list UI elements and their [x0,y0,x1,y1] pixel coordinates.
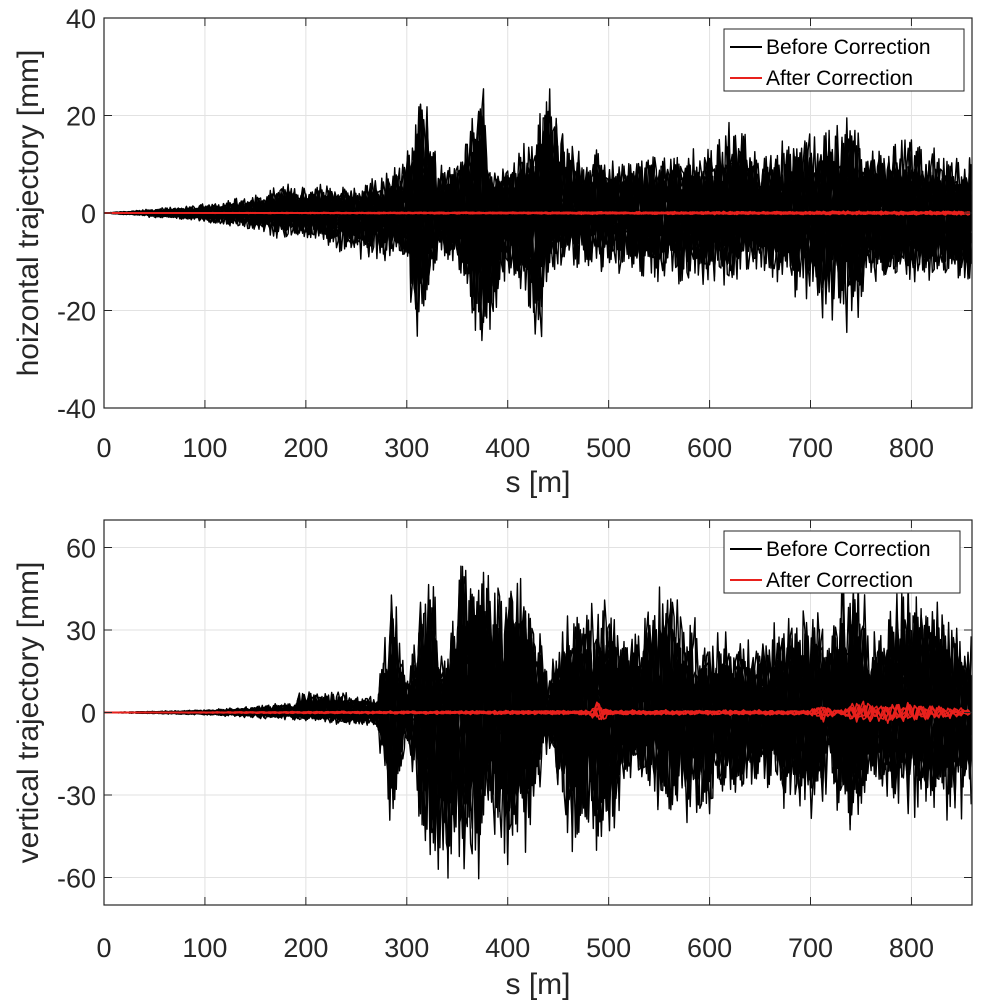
x-tick-label: 500 [586,933,631,963]
x-tick-label: 600 [687,433,732,463]
x-tick-label: 800 [889,433,934,463]
before-correction-trace [104,119,972,307]
legend-before-label: Before Correction [766,36,931,59]
y-tick-label: -30 [57,781,96,811]
legend-after-label: After Correction [766,67,913,90]
y-tick-label: 0 [81,699,96,729]
traces [104,88,972,342]
y-tick-label: -60 [57,864,96,894]
x-tick-label: 100 [182,433,227,463]
x-tick-label: 700 [788,933,833,963]
x-axis-label: s [m] [506,968,571,1001]
y-tick-label: -40 [57,394,96,424]
x-tick-label: 0 [96,433,111,463]
x-tick-label: 300 [384,933,429,963]
x-tick-label: 400 [485,433,530,463]
legend-box [723,28,965,92]
y-tick-label: 40 [66,4,96,34]
y-tick-label: 60 [66,534,96,564]
y-axis-label: hoizontal trajectory [mm] [12,50,45,377]
after-correction-trace [104,210,971,216]
traces [104,565,972,880]
legend-after-label: After Correction [766,569,913,592]
x-tick-label: 700 [788,433,833,463]
legend-before-label: Before Correction [766,538,931,561]
before-correction-trace [104,586,972,866]
legend: Before Correction After Correction [723,530,961,594]
legend-box [723,530,961,594]
y-tick-label: 0 [81,199,96,229]
x-tick-label: 0 [96,933,111,963]
x-tick-label: 100 [182,933,227,963]
y-axis-label: vertical trajectory [mm] [12,562,45,864]
legend: Before Correction After Correction [723,28,965,92]
x-tick-label: 400 [485,933,530,963]
after-correction-trace [104,704,971,723]
x-tick-label: 500 [586,433,631,463]
x-tick-label: 200 [283,433,328,463]
x-tick-label: 200 [283,933,328,963]
before-correction-trace [104,103,972,308]
y-tick-label: 30 [66,616,96,646]
x-tick-label: 800 [889,933,934,963]
x-axis-label: s [m] [506,466,571,499]
y-tick-label: 20 [66,102,96,132]
y-tick-label: -20 [57,297,96,327]
x-tick-label: 300 [384,433,429,463]
x-tick-label: 600 [687,933,732,963]
